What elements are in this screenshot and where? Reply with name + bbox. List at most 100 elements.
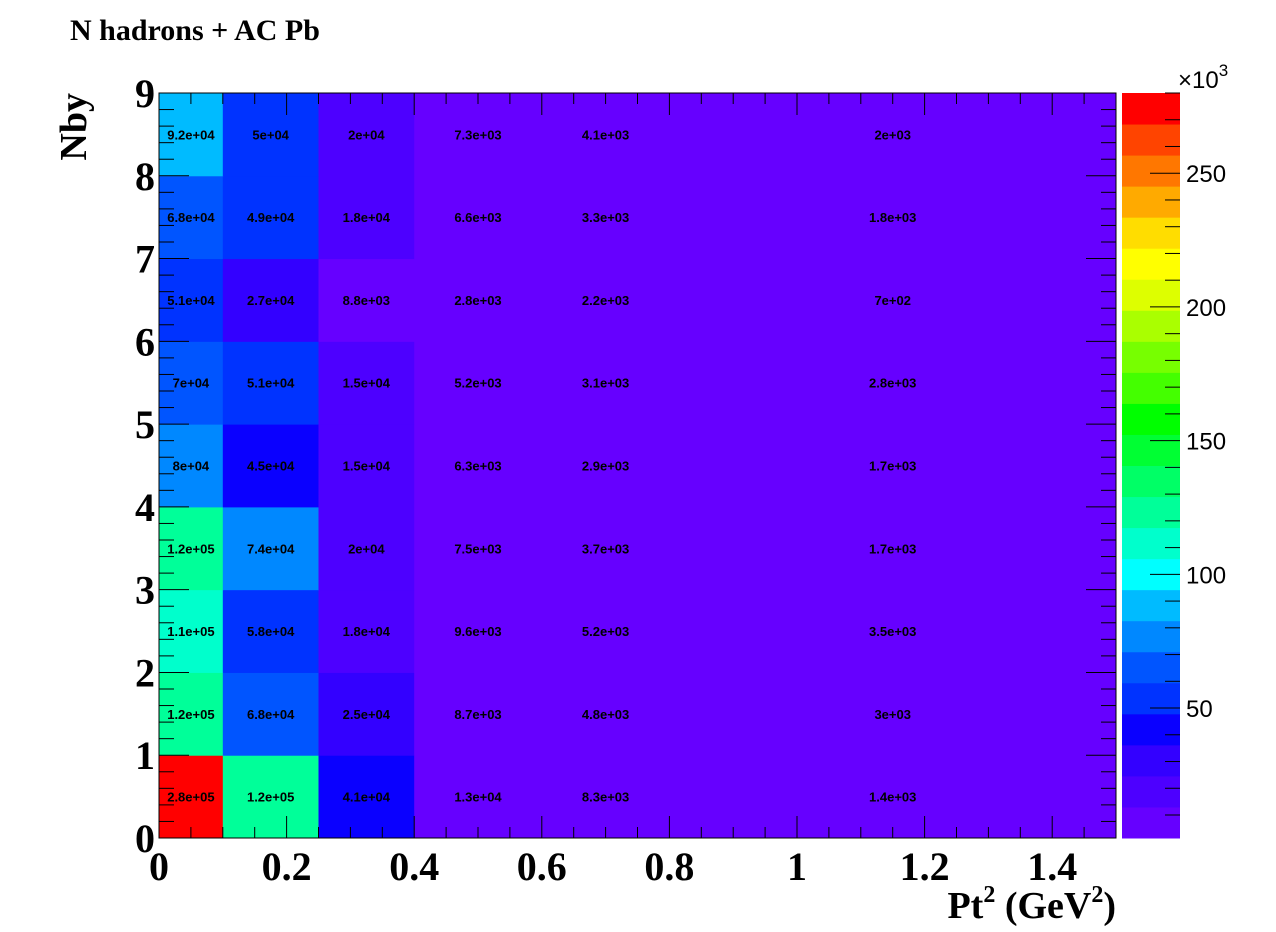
y-axis-title: Nby	[53, 93, 95, 161]
color-scale-swatch	[1122, 434, 1180, 466]
heatmap-cell-r3-c4	[541, 506, 670, 591]
color-scale-swatch	[1122, 124, 1180, 156]
heatmap-cell-r8-c4	[541, 93, 670, 177]
y-tick-label: 0	[135, 816, 155, 861]
heatmap-cell-r4-c0	[159, 424, 224, 508]
x-axis-title: Pt2 (GeV2)	[947, 882, 1116, 927]
cell-value-label: 5e+04	[252, 127, 289, 142]
heatmap-cell-r4-c2	[318, 424, 415, 508]
y-tick-label: 4	[135, 485, 155, 530]
x-tick-label: 1	[787, 844, 807, 889]
heatmap-cell-r5-c5	[669, 341, 1117, 425]
heatmap-cell-r7-c3	[414, 175, 543, 260]
heatmap-cell-r1-c2	[318, 672, 415, 756]
heatmap-cell-r0-c1	[222, 755, 319, 839]
heatmap-cell-r0-c4	[541, 755, 670, 839]
cell-value-label: 1.2e+05	[247, 790, 294, 805]
heatmap-cell-r0-c0	[159, 755, 224, 839]
cell-value-label: 9.6e+03	[454, 624, 501, 639]
cell-value-label: 2.5e+04	[343, 707, 391, 722]
color-scale-swatch	[1122, 682, 1180, 715]
cell-value-label: 7e+02	[874, 293, 911, 308]
cell-value-label: 1.8e+04	[343, 624, 391, 639]
cell-value-label: 8.3e+03	[582, 790, 629, 805]
heatmap-cell-r6-c1	[222, 258, 319, 342]
y-axis: 0 1 2 3 4 5 6 7 8 9	[135, 71, 1116, 861]
heatmap-cell-r6-c0	[159, 258, 224, 342]
color-scale-swatch	[1122, 372, 1180, 404]
x-tick-label: 0	[149, 844, 169, 889]
color-scale-multiplier: ×103	[1178, 61, 1228, 94]
y-tick-label: 6	[135, 319, 155, 364]
color-scale-swatch	[1122, 527, 1180, 560]
color-scale-swatch	[1122, 496, 1180, 529]
heatmap-cell-r1-c0	[159, 672, 224, 756]
cell-value-label: 3e+03	[874, 707, 911, 722]
heatmap-cell-r7-c1	[222, 175, 319, 260]
y-tick-label: 8	[135, 154, 155, 199]
cell-value-label: 3.7e+03	[582, 541, 629, 556]
cell-value-label: 1.2e+05	[167, 707, 214, 722]
x-tick-label: 1.4	[1027, 844, 1077, 889]
cell-value-label: 7.3e+03	[454, 127, 501, 142]
heatmap-cell-r0-c3	[414, 755, 543, 839]
color-scale-swatch	[1122, 155, 1180, 187]
heatmap-cell-r4-c1	[222, 424, 319, 508]
cell-value-label: 7e+04	[173, 376, 210, 391]
color-scale-swatch	[1122, 620, 1180, 653]
heatmap-cell-r5-c0	[159, 341, 224, 425]
x-tick-label: 1.2	[900, 844, 950, 889]
cell-value-label: 6.8e+04	[167, 210, 215, 225]
cell-value-label: 3.3e+03	[582, 210, 629, 225]
cell-value-label: 2e+04	[348, 127, 385, 142]
y-tick-label: 7	[135, 237, 155, 282]
cell-value-label: 7.5e+03	[454, 541, 501, 556]
heatmap-cell-r3-c1	[222, 506, 319, 591]
color-scale-swatch	[1122, 186, 1180, 218]
heatmap-cell-r5-c2	[318, 341, 415, 425]
heatmap-cell-r2-c1	[222, 589, 319, 673]
heatmap-cell-r8-c5	[669, 93, 1117, 177]
color-scale-swatch	[1122, 217, 1180, 249]
heatmap-cell-r7-c0	[159, 175, 224, 260]
cell-value-label: 4.9e+04	[247, 210, 295, 225]
color-scale-bar	[1122, 93, 1180, 839]
color-scale-swatch	[1122, 775, 1180, 808]
cell-value-label: 4.1e+04	[343, 790, 391, 805]
heatmap-cell-r8-c3	[414, 93, 543, 177]
cell-value-label: 3.1e+03	[582, 376, 629, 391]
color-scale-tick-label: 50	[1186, 696, 1213, 723]
cell-value-label: 8.8e+03	[343, 293, 390, 308]
chart-title: N hadrons + AC Pb	[70, 14, 320, 47]
cell-value-label: 4.8e+03	[582, 707, 629, 722]
heatmap-cell-r5-c4	[541, 341, 670, 425]
x-tick-label: 0.4	[389, 844, 439, 889]
heatmap-cell-r2-c5	[669, 589, 1117, 673]
y-tick-label: 2	[135, 650, 155, 695]
x-tick-label: 0.8	[644, 844, 694, 889]
cell-value-label: 1.4e+03	[869, 790, 916, 805]
heatmap-cell-r1-c5	[669, 672, 1117, 756]
heatmap-cell-r2-c2	[318, 589, 415, 673]
heatmap-cell-r4-c4	[541, 424, 670, 508]
cell-value-label: 7.4e+04	[247, 541, 295, 556]
x-tick-label: 0.2	[262, 844, 312, 889]
color-scale-swatch	[1122, 806, 1180, 839]
cell-value-label: 6.6e+03	[454, 210, 501, 225]
heatmap-cell-labels: 2.8e+05 1.2e+05 4.1e+04 1.3e+04 8.3e+03 1.4e+…	[167, 127, 916, 804]
heatmap-cell-r8-c2	[318, 93, 415, 177]
cell-value-label: 2.8e+03	[454, 293, 501, 308]
cell-value-label: 4.1e+03	[582, 127, 629, 142]
heatmap-cell-r3-c5	[669, 506, 1117, 591]
cell-value-label: 1.5e+04	[343, 376, 391, 391]
y-tick-label: 1	[135, 733, 155, 778]
color-scale-swatch	[1122, 713, 1180, 746]
heatmap-cell-r2-c0	[159, 589, 224, 673]
heatmap-cell-r3-c3	[414, 506, 543, 591]
heatmap-cell-r5-c3	[414, 341, 543, 425]
heatmap-cell-r8-c0	[159, 93, 224, 177]
heatmap-cell-r6-c4	[541, 258, 670, 342]
cell-value-label: 5.2e+03	[454, 376, 501, 391]
cell-value-label: 2.8e+05	[167, 790, 214, 805]
